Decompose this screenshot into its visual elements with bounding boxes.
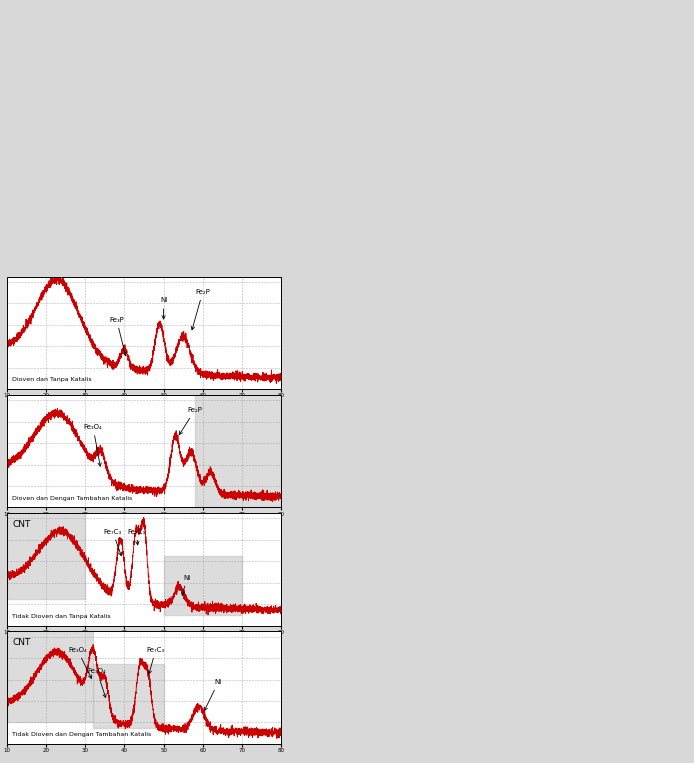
Text: Tidak Dioven dan Dengan Tambahan Katalis: Tidak Dioven dan Dengan Tambahan Katalis xyxy=(12,732,152,737)
Text: Fe₇C₃: Fe₇C₃ xyxy=(103,529,121,555)
Text: Ni: Ni xyxy=(181,575,191,595)
Text: Fe₃O₄: Fe₃O₄ xyxy=(87,668,106,697)
Text: Ni: Ni xyxy=(160,298,167,319)
Text: Fe₃P: Fe₃P xyxy=(109,317,126,356)
Text: Fe₃O₄: Fe₃O₄ xyxy=(84,424,103,466)
Text: Fe₇C₃: Fe₇C₃ xyxy=(146,647,164,674)
Text: Fe₇C₃: Fe₇C₃ xyxy=(127,529,145,545)
Text: Fe₂P: Fe₂P xyxy=(192,289,210,330)
Text: Fe₂P: Fe₂P xyxy=(179,407,203,435)
Text: Dioven dan Dengan Tambahan Katalis: Dioven dan Dengan Tambahan Katalis xyxy=(12,496,133,501)
Text: CNT: CNT xyxy=(12,520,31,529)
Text: CNT: CNT xyxy=(12,638,31,647)
Text: Fe₃O₄: Fe₃O₄ xyxy=(68,647,92,678)
Text: Dioven dan Tanpa Katalis: Dioven dan Tanpa Katalis xyxy=(12,378,92,382)
Text: Ni: Ni xyxy=(204,679,222,710)
Text: Tidak Dioven dan Tanpa Katalis: Tidak Dioven dan Tanpa Katalis xyxy=(12,614,111,619)
